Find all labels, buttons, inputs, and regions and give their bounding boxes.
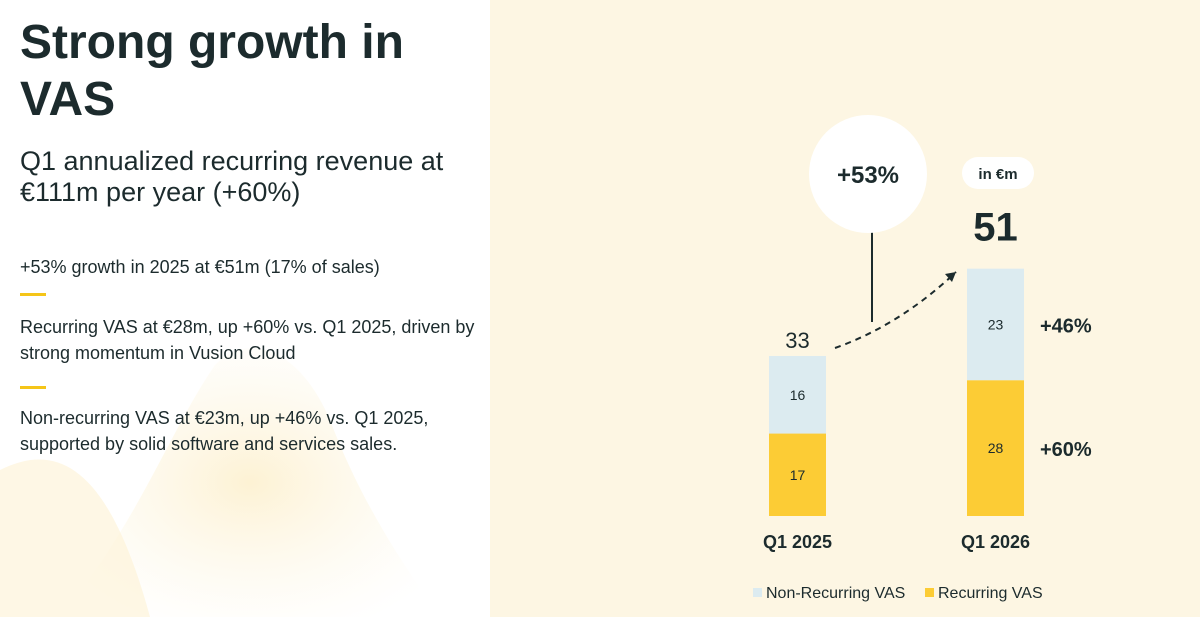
total-label: 51 (973, 206, 1018, 250)
page-subtitle: Q1 annualized recurring revenue at €111m… (20, 146, 444, 207)
chart-panel: 17 16 Q1 2025 28 23 Q1 2026 33 51 in €m +53% +60% +… (490, 0, 1200, 617)
legend-label-non-recurring: Non-Recurring VAS (766, 585, 905, 602)
stacked-bar-chart: 17 16 Q1 2025 28 23 Q1 2026 33 51 in €m +53% +60% +… (753, 115, 1092, 602)
bar-segment-non-recurring (967, 268, 1024, 381)
data-label-recurring: 17 (790, 467, 806, 483)
segment-growth-recurring: +60% (1040, 439, 1092, 461)
x-tick-label: Q1 2025 (763, 532, 832, 552)
growth-bubble (809, 115, 927, 233)
bullet-separator (20, 293, 46, 296)
unit-badge (962, 157, 1034, 189)
x-tick-label: Q1 2026 (961, 532, 1030, 552)
growth-arrow (834, 271, 957, 349)
unit-label: in €m (978, 166, 1017, 183)
bar-segment-non-recurring (769, 355, 826, 434)
total-label: 33 (785, 328, 809, 353)
background-decoration (0, 348, 440, 617)
segment-growth-non-recurring: +46% (1040, 315, 1092, 337)
growth-arrow-head (945, 272, 956, 282)
legend-label-recurring: Recurring VAS (938, 585, 1043, 602)
growth-label: +53% (837, 162, 899, 189)
bar-segment-recurring (967, 380, 1024, 516)
bullet-separator (20, 386, 46, 389)
data-label-recurring: 28 (988, 440, 1004, 456)
page-title: Strong growth in VAS (20, 16, 404, 126)
bar-segment-recurring (769, 433, 826, 516)
bullet-recurring: Recurring VAS at €28m, up +60% vs. Q1 20… (20, 317, 475, 363)
legend-swatch-recurring (925, 588, 934, 597)
bullet-growth: +53% growth in 2025 at €51m (17% of sale… (20, 257, 380, 277)
text-panel: Strong growth in VAS Q1 annualized recur… (0, 0, 490, 617)
legend-swatch-non-recurring (753, 588, 762, 597)
data-label-non-recurring: 16 (790, 387, 806, 403)
data-label-non-recurring: 23 (988, 316, 1004, 332)
bullet-non-recurring: Non-recurring VAS at €23m, up +46% vs. Q… (20, 408, 429, 454)
